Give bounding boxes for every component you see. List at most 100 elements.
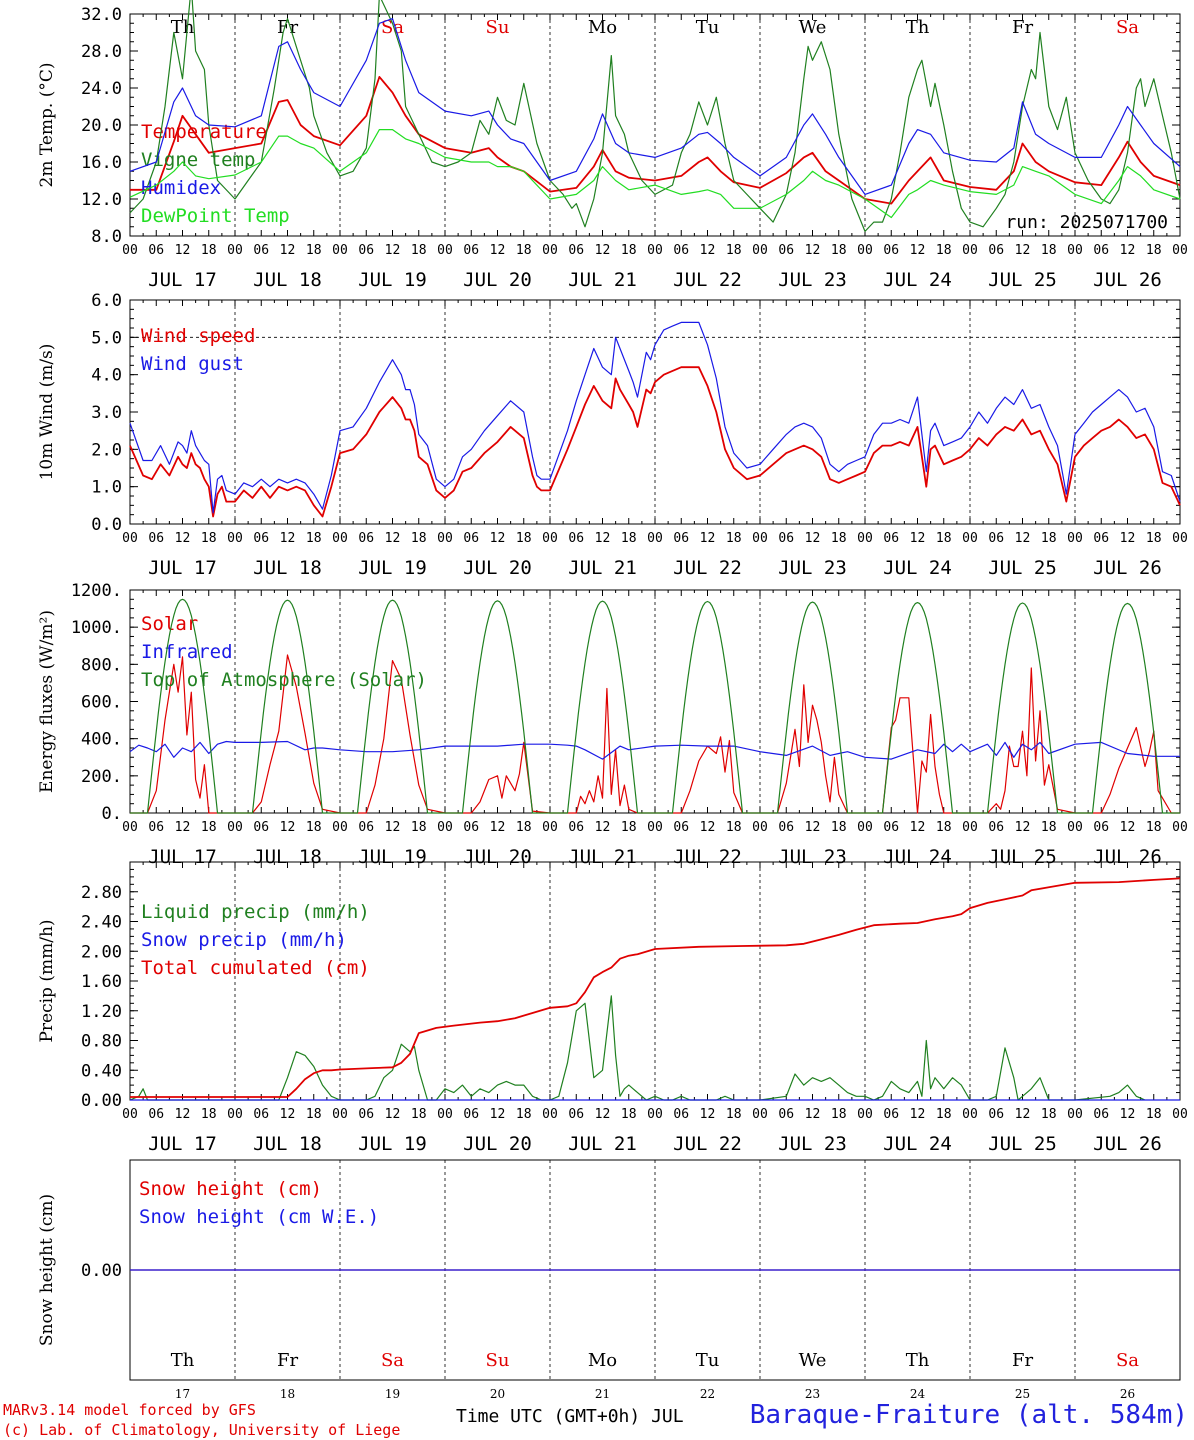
hour-tick-label: 00 xyxy=(437,531,453,546)
hour-tick-label: 06 xyxy=(568,820,584,835)
y-tick-label: 1.60 xyxy=(81,972,122,992)
y-tick-label: 400. xyxy=(81,730,122,750)
weekday-label: Th xyxy=(906,17,930,38)
series-solar xyxy=(130,654,1180,814)
hour-tick-label: 06 xyxy=(148,1107,164,1122)
hour-tick-label: 18 xyxy=(621,1107,637,1122)
hour-tick-label: 18 xyxy=(306,820,322,835)
hour-tick-label: 18 xyxy=(516,243,532,258)
date-label: JUL 23 xyxy=(778,1133,847,1155)
hour-tick-label: 12 xyxy=(385,1107,401,1122)
hour-tick-label: 18 xyxy=(411,243,427,258)
hour-tick-label: 12 xyxy=(175,531,191,546)
date-label: JUL 26 xyxy=(1093,1133,1162,1155)
hour-tick-label: 06 xyxy=(778,243,794,258)
hour-tick-label: 00 xyxy=(962,820,978,835)
hour-tick-label: 18 xyxy=(936,531,952,546)
hour-tick-label: 06 xyxy=(253,243,269,258)
hour-tick-label: 06 xyxy=(463,1107,479,1122)
y-tick-label: 5.0 xyxy=(91,328,122,348)
hour-tick-label: 18 xyxy=(831,243,847,258)
hour-tick-label: 00 xyxy=(542,243,558,258)
hour-tick-label: 12 xyxy=(280,1107,296,1122)
weekday-label: We xyxy=(799,1350,827,1371)
hour-tick-label: 12 xyxy=(1120,243,1136,258)
hour-tick-label: 12 xyxy=(385,531,401,546)
series-wind-gust xyxy=(129,321,1181,514)
hour-tick-label: 12 xyxy=(910,243,926,258)
hour-tick-label: 00 xyxy=(647,1107,663,1122)
hour-tick-label: 06 xyxy=(1093,1107,1109,1122)
hour-tick-label: 06 xyxy=(148,820,164,835)
series-total-cumulated-cm- xyxy=(130,877,1181,1098)
hour-tick-label: 06 xyxy=(253,820,269,835)
series-vigne-temp xyxy=(129,0,1181,232)
hour-tick-label: 18 xyxy=(621,820,637,835)
hour-tick-label: 06 xyxy=(253,1107,269,1122)
lab-credit: (c) Lab. of Climatology, University of L… xyxy=(3,1421,401,1439)
date-label: JUL 22 xyxy=(673,1133,742,1155)
hour-tick-label: 18 xyxy=(831,531,847,546)
hour-tick-label: 00 xyxy=(1067,820,1083,835)
hour-tick-label: 00 xyxy=(332,531,348,546)
day-number-label: 19 xyxy=(385,1387,400,1401)
hour-tick-label: 00 xyxy=(647,243,663,258)
date-label: JUL 19 xyxy=(358,557,427,579)
hour-tick-label: 06 xyxy=(358,243,374,258)
hour-tick-label: 12 xyxy=(385,243,401,258)
weekday-label: Fr xyxy=(1012,17,1033,38)
hour-tick-label: 18 xyxy=(516,820,532,835)
hour-tick-label: 00 xyxy=(962,1107,978,1122)
y-tick-label: 2.40 xyxy=(81,913,122,933)
hour-tick-label: 00 xyxy=(1067,531,1083,546)
hour-tick-label: 00 xyxy=(332,820,348,835)
hour-tick-label: 18 xyxy=(621,531,637,546)
date-label: JUL 20 xyxy=(463,269,532,291)
hour-tick-label: 00 xyxy=(332,243,348,258)
hour-tick-label: 00 xyxy=(227,243,243,258)
hour-tick-label: 12 xyxy=(1120,820,1136,835)
hour-tick-label: 18 xyxy=(1146,820,1162,835)
hour-tick-label: 00 xyxy=(542,1107,558,1122)
time-axis-label: Time UTC (GMT+0h) JUL xyxy=(456,1406,684,1427)
weekday-label: Su xyxy=(486,17,510,38)
hour-tick-label: 06 xyxy=(673,1107,689,1122)
hour-tick-label: 06 xyxy=(568,1107,584,1122)
hour-tick-label: 18 xyxy=(306,531,322,546)
date-label: JUL 25 xyxy=(988,269,1057,291)
hour-tick-label: 00 xyxy=(752,531,768,546)
hour-tick-label: 12 xyxy=(1120,531,1136,546)
hour-tick-label: 00 xyxy=(122,243,138,258)
y-tick-label: 1200. xyxy=(71,581,122,601)
y-tick-label: 600. xyxy=(81,693,122,713)
hour-tick-label: 06 xyxy=(568,243,584,258)
y-axis-label: 2m Temp. (°C) xyxy=(37,62,57,187)
weekday-label: Tu xyxy=(696,1350,720,1371)
hour-tick-label: 18 xyxy=(201,1107,217,1122)
precip-frame xyxy=(129,861,1181,1101)
hour-tick-label: 18 xyxy=(411,531,427,546)
hour-tick-label: 18 xyxy=(306,243,322,258)
hour-tick-label: 18 xyxy=(1041,531,1057,546)
series-wind-speed xyxy=(129,366,1181,518)
series-dewpoint-temp xyxy=(129,129,1181,219)
date-label: JUL 18 xyxy=(253,1133,322,1155)
hour-tick-label: 12 xyxy=(385,820,401,835)
y-tick-label: 20.0 xyxy=(81,116,122,136)
hour-tick-label: 06 xyxy=(1093,820,1109,835)
hour-tick-label: 12 xyxy=(490,820,506,835)
hour-tick-label: 06 xyxy=(148,243,164,258)
day-number-label: 17 xyxy=(175,1387,190,1401)
precip-panel: 0.00 0.40 0.80 1.20 1.60 2.00 2.40 2.80 Precip (… xyxy=(37,861,1188,1155)
hour-tick-label: 18 xyxy=(831,1107,847,1122)
hour-tick-label: 00 xyxy=(122,1107,138,1122)
hour-tick-label: 12 xyxy=(1015,820,1031,835)
hour-tick-label: 00 xyxy=(962,531,978,546)
y-axis-label: Precip (mm/h) xyxy=(37,919,57,1042)
hour-tick-label: 18 xyxy=(1041,243,1057,258)
y-tick-label: 8.0 xyxy=(91,227,122,247)
hour-tick-label: 06 xyxy=(883,1107,899,1122)
legend-entry: Snow precip (mm/h) xyxy=(141,929,347,951)
hour-tick-label: 18 xyxy=(1146,243,1162,258)
y-tick-label: 0.40 xyxy=(81,1061,122,1081)
